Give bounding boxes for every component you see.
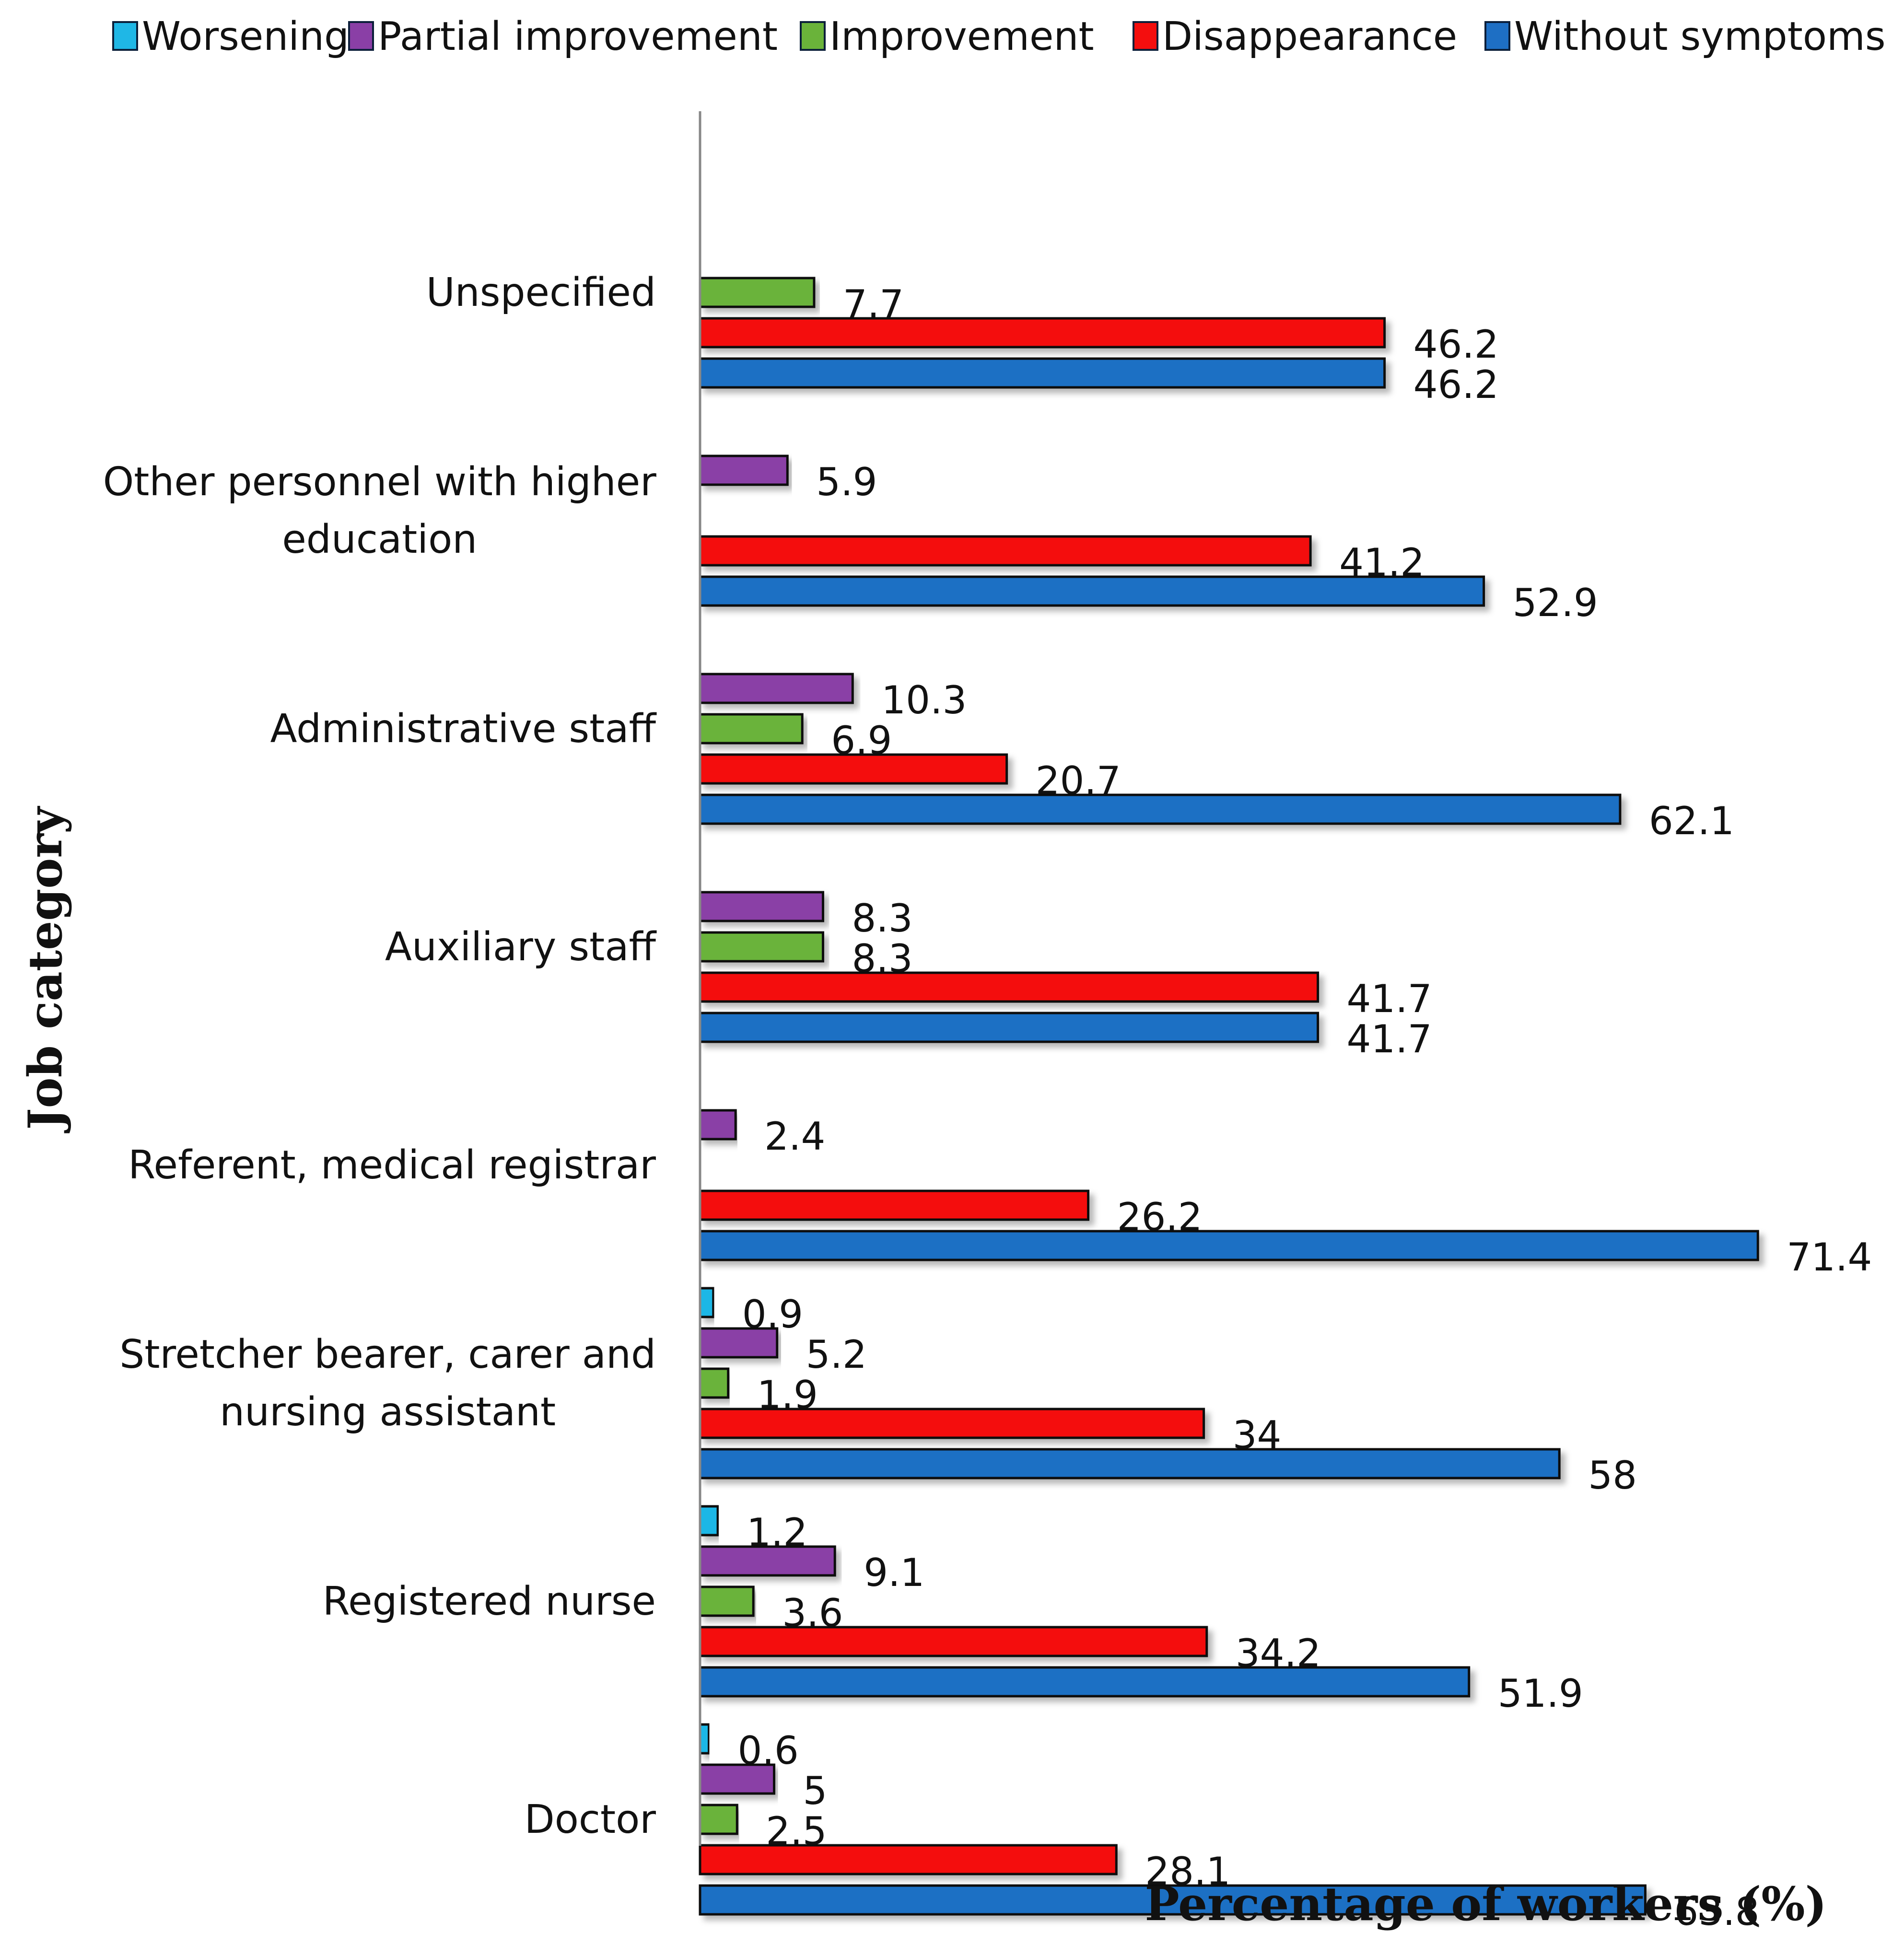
category-group-auxiliary-staff: 8.38.341.741.7 [699, 891, 1432, 1061]
data-label-without-symptoms: 51.9 [1498, 1671, 1583, 1716]
bar-worsening [699, 1287, 715, 1318]
legend-item-partial-improvement: Partial improvement [348, 14, 778, 59]
bar-worsening [699, 1723, 711, 1755]
bar-improvement [699, 1367, 730, 1399]
bar-partial-improvement [699, 673, 854, 704]
bar-partial-improvement [699, 1545, 836, 1577]
category-label-line: Administrative staff [270, 706, 657, 752]
bar-disappearance [699, 535, 1312, 567]
bar-improvement [699, 931, 824, 963]
bar-without-symptoms [699, 357, 1386, 389]
category-labels: Unspecified Other personnel with higher ed… [103, 270, 657, 1842]
bar-partial-improvement [699, 891, 824, 922]
category-label-other-personnel-with-higher-education: Other personnel with higher education [103, 459, 656, 562]
category-group-referent-medical-registrar: 2.426.271.4 [699, 1109, 1872, 1280]
data-label-partial-improvement: 9.1 [864, 1550, 924, 1595]
category-label-auxiliary-staff: Auxiliary staff [385, 924, 657, 970]
category-label-registered-nurse: Registered nurse [323, 1579, 656, 1624]
legend-swatch-improvement [800, 21, 826, 51]
bar-disappearance [699, 753, 1008, 785]
category-label-line: Other personnel with higher [103, 459, 656, 505]
data-label-without-symptoms: 71.4 [1787, 1235, 1872, 1280]
bar-disappearance [699, 1626, 1208, 1657]
legend-label-worsening: Worsening [142, 14, 349, 59]
bar-without-symptoms [699, 1884, 1647, 1916]
category-label-line: Doctor [525, 1797, 656, 1842]
bar-partial-improvement [699, 1109, 737, 1141]
data-label-partial-improvement: 10.3 [881, 678, 967, 722]
bar-improvement [699, 713, 804, 745]
category-label-doctor: Doctor [525, 1797, 656, 1842]
category-label-stretcher-bearer-carer-and-nursing-assistant: Stretcher bearer, carer and nursing assis… [119, 1332, 656, 1435]
category-label-line: Registered nurse [323, 1579, 656, 1624]
bar-disappearance [699, 1189, 1090, 1221]
y-axis-title: Job category [18, 805, 72, 1134]
bar-disappearance [699, 1408, 1205, 1439]
bar-without-symptoms [699, 1448, 1561, 1479]
legend-swatch-without-symptoms [1484, 21, 1510, 51]
bar-partial-improvement [699, 454, 789, 486]
bar-partial-improvement [699, 1327, 779, 1359]
legend-swatch-worsening [112, 21, 138, 51]
legend-item-improvement: Improvement [800, 14, 1094, 59]
data-label-without-symptoms: 62.1 [1649, 799, 1734, 843]
data-label-partial-improvement: 5.2 [806, 1332, 867, 1377]
legend: Worsening Partial improvement Improvement D… [112, 14, 1886, 59]
category-label-line: Auxiliary staff [385, 924, 657, 970]
legend-item-without-symptoms: Without symptoms [1484, 14, 1886, 59]
data-label-disappearance: 41.7 [1347, 977, 1432, 1021]
data-label-without-symptoms: 58 [1588, 1453, 1637, 1498]
category-label-line: education [282, 517, 477, 562]
data-label-partial-improvement: 2.4 [764, 1114, 825, 1159]
category-label-administrative-staff: Administrative staff [270, 706, 657, 752]
category-label-line: Stretcher bearer, carer and [119, 1332, 656, 1377]
legend-item-disappearance: Disappearance [1133, 14, 1457, 59]
bar-disappearance [699, 317, 1386, 349]
category-group-unspecified: 7.746.246.2 [699, 277, 1499, 407]
category-label-line: Unspecified [426, 270, 656, 315]
category-group-registered-nurse: 1.29.13.634.251.9 [699, 1505, 1583, 1716]
data-label-without-symptoms: 41.7 [1347, 1017, 1432, 1061]
legend-swatch-partial-improvement [348, 21, 374, 51]
bar-without-symptoms [699, 793, 1622, 825]
category-label-referent-medical-registrar: Referent, medical registrar [128, 1142, 656, 1188]
data-label-partial-improvement: 8.3 [852, 896, 912, 941]
legend-label-partial-improvement: Partial improvement [378, 14, 778, 59]
bar-improvement [699, 1804, 738, 1835]
legend-swatch-disappearance [1133, 21, 1158, 51]
legend-label-without-symptoms: Without symptoms [1514, 14, 1886, 59]
data-label-partial-improvement: 5 [803, 1769, 828, 1813]
legend-item-worsening: Worsening [112, 14, 349, 59]
bar-without-symptoms [699, 1230, 1759, 1261]
category-group-other-personnel-with-higher-education: 5.941.252.9 [699, 454, 1598, 625]
data-label-without-symptoms: 63.8 [1674, 1889, 1759, 1934]
bars: 7.746.246.2 5.941.252.9 10.36.920.762.1 8.3… [699, 277, 1872, 1934]
category-label-line: nursing assistant [220, 1389, 556, 1435]
category-group-doctor: 0.652.528.163.8 [699, 1723, 1760, 1934]
bar-worsening [699, 1505, 719, 1537]
data-label-without-symptoms: 52.9 [1513, 581, 1598, 625]
data-label-disappearance: 46.2 [1413, 322, 1499, 367]
category-label-line: Referent, medical registrar [128, 1142, 656, 1188]
bar-without-symptoms [699, 1012, 1320, 1043]
category-group-administrative-staff: 10.36.920.762.1 [699, 673, 1734, 843]
bar-improvement [699, 1585, 755, 1617]
x-axis-title: Percentage of workers (%) [1145, 1877, 1827, 1931]
data-label-partial-improvement: 5.9 [816, 460, 877, 504]
bar-disappearance [699, 971, 1320, 1003]
legend-label-improvement: Improvement [829, 14, 1094, 59]
bar-partial-improvement [699, 1763, 775, 1795]
data-label-without-symptoms: 46.2 [1413, 362, 1499, 407]
bar-disappearance [699, 1844, 1118, 1875]
bar-without-symptoms [699, 1666, 1471, 1698]
bar-without-symptoms [699, 575, 1485, 607]
legend-label-disappearance: Disappearance [1162, 14, 1457, 59]
bar-improvement [699, 277, 816, 308]
category-label-unspecified: Unspecified [426, 270, 656, 315]
